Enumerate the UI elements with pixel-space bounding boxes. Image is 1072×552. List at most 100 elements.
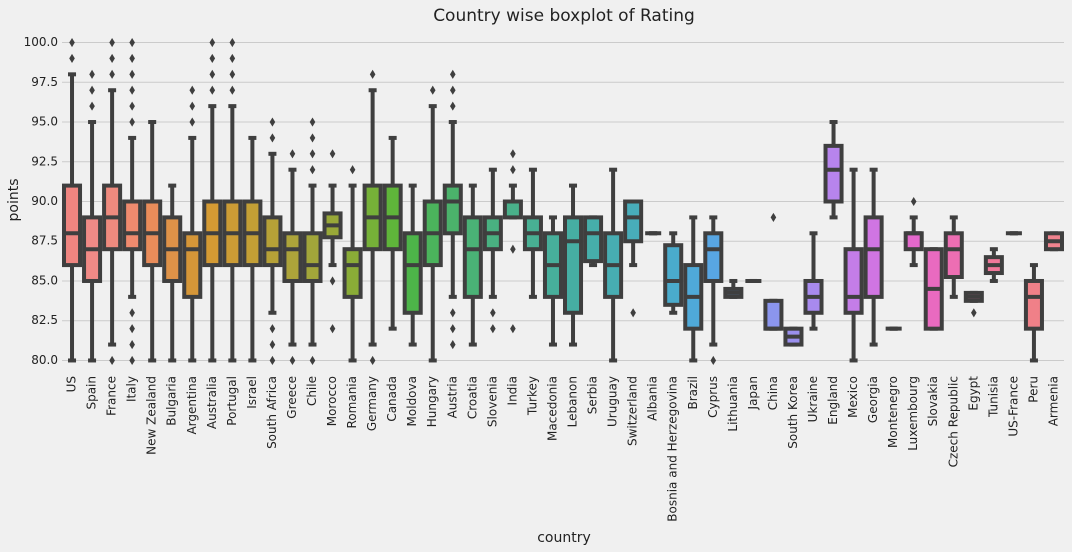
x-axis-label: country — [537, 530, 591, 546]
y-tick-label: 97.5 — [31, 75, 58, 89]
outlier — [189, 85, 196, 95]
outlier — [309, 149, 316, 159]
y-axis-label: points — [6, 179, 22, 222]
x-tick-label: New Zealand — [145, 376, 159, 455]
outlier — [269, 133, 276, 143]
outlier — [309, 355, 316, 366]
x-tick-label: Serbia — [586, 376, 600, 414]
box — [823, 143, 844, 204]
x-tick-label: South Korea — [786, 376, 800, 449]
outlier — [510, 165, 516, 175]
outlier — [269, 355, 276, 366]
x-tick-label: Turkey — [525, 376, 539, 416]
outlier — [510, 244, 516, 254]
box — [1023, 278, 1044, 331]
outlier — [449, 85, 456, 95]
outlier — [710, 355, 717, 366]
outlier — [109, 53, 115, 63]
x-tick-label: Argentina — [185, 376, 199, 435]
x-tick-label: Bulgaria — [165, 376, 179, 426]
x-tick-label: India — [505, 376, 519, 405]
outlier — [129, 308, 135, 318]
box — [703, 231, 724, 283]
x-tick-label: Slovakia — [926, 376, 940, 426]
x-tick-label: Uruguay — [606, 376, 620, 427]
outlier — [229, 37, 236, 48]
outlier — [770, 212, 777, 222]
outlier — [329, 149, 336, 159]
outlier — [329, 324, 336, 334]
x-tick-label: Switzerland — [626, 376, 640, 446]
box — [903, 231, 924, 252]
box — [623, 199, 644, 244]
outlier — [129, 340, 135, 350]
x-tick-label: Czech Republic — [946, 376, 960, 467]
x-tick-label: Romania — [345, 376, 359, 428]
x-tick-label: Ukraine — [806, 376, 820, 422]
box — [282, 231, 303, 283]
x-tick-label: Lithuania — [726, 376, 740, 432]
outlier — [129, 117, 135, 127]
x-tick-label: Hungary — [425, 376, 439, 427]
outlier — [209, 69, 216, 79]
x-tick-label: Luxembourg — [906, 376, 920, 451]
x-tick-label: Spain — [85, 376, 99, 410]
outlier — [209, 85, 216, 95]
x-tick-label: US-France — [1006, 376, 1020, 437]
outlier — [109, 69, 115, 79]
outlier — [490, 308, 496, 318]
x-tick-label: Italy — [125, 376, 139, 402]
x-tick-label: Montenegro — [886, 376, 900, 448]
x-tick-label: France — [105, 376, 119, 416]
outlier — [971, 308, 977, 318]
outlier — [69, 53, 75, 63]
box — [302, 231, 323, 283]
x-tick-label: Greece — [285, 376, 299, 419]
y-tick-label: 87.5 — [31, 234, 58, 248]
outlier — [189, 101, 196, 111]
outlier — [449, 308, 456, 318]
x-tick-label: Tunisia — [986, 376, 1000, 418]
x-tick-label: Albania — [646, 376, 660, 421]
outlier — [369, 355, 376, 366]
outlier — [229, 69, 236, 79]
outlier — [129, 355, 135, 366]
x-tick-label: Mexico — [846, 376, 860, 418]
outlier — [329, 276, 336, 286]
box — [402, 231, 423, 315]
box — [182, 231, 203, 299]
x-tick-label: Lebanon — [566, 376, 580, 427]
box — [502, 199, 523, 220]
x-tick-label: Croatia — [465, 376, 479, 419]
y-tick-label: 90.0 — [31, 194, 58, 208]
outlier — [129, 85, 135, 95]
outlier — [129, 324, 135, 334]
box — [943, 231, 964, 280]
x-tick-label: Morocco — [325, 376, 339, 426]
outlier — [630, 308, 636, 318]
box — [262, 215, 283, 268]
x-tick-label: Portugal — [225, 376, 239, 426]
outlier — [309, 133, 316, 143]
outlier — [129, 53, 135, 63]
outlier — [449, 324, 456, 334]
x-tick-label: Moldova — [405, 376, 419, 426]
outlier — [69, 37, 75, 48]
x-tick-label: US — [65, 376, 79, 392]
box — [843, 247, 864, 315]
outlier — [429, 85, 436, 95]
outlier — [910, 196, 917, 207]
outlier — [269, 340, 276, 350]
x-tick-label: Chile — [305, 376, 319, 406]
x-tick-label: Georgia — [866, 376, 880, 423]
box — [62, 183, 83, 268]
outlier — [269, 117, 276, 127]
outlier — [269, 324, 276, 334]
outlier — [510, 149, 516, 159]
x-tick-label: China — [766, 376, 780, 410]
x-tick-label: Brazil — [686, 376, 700, 410]
outlier — [289, 149, 296, 159]
y-tick-label: 85.0 — [31, 273, 58, 287]
x-tick-label: Japan — [746, 376, 760, 410]
